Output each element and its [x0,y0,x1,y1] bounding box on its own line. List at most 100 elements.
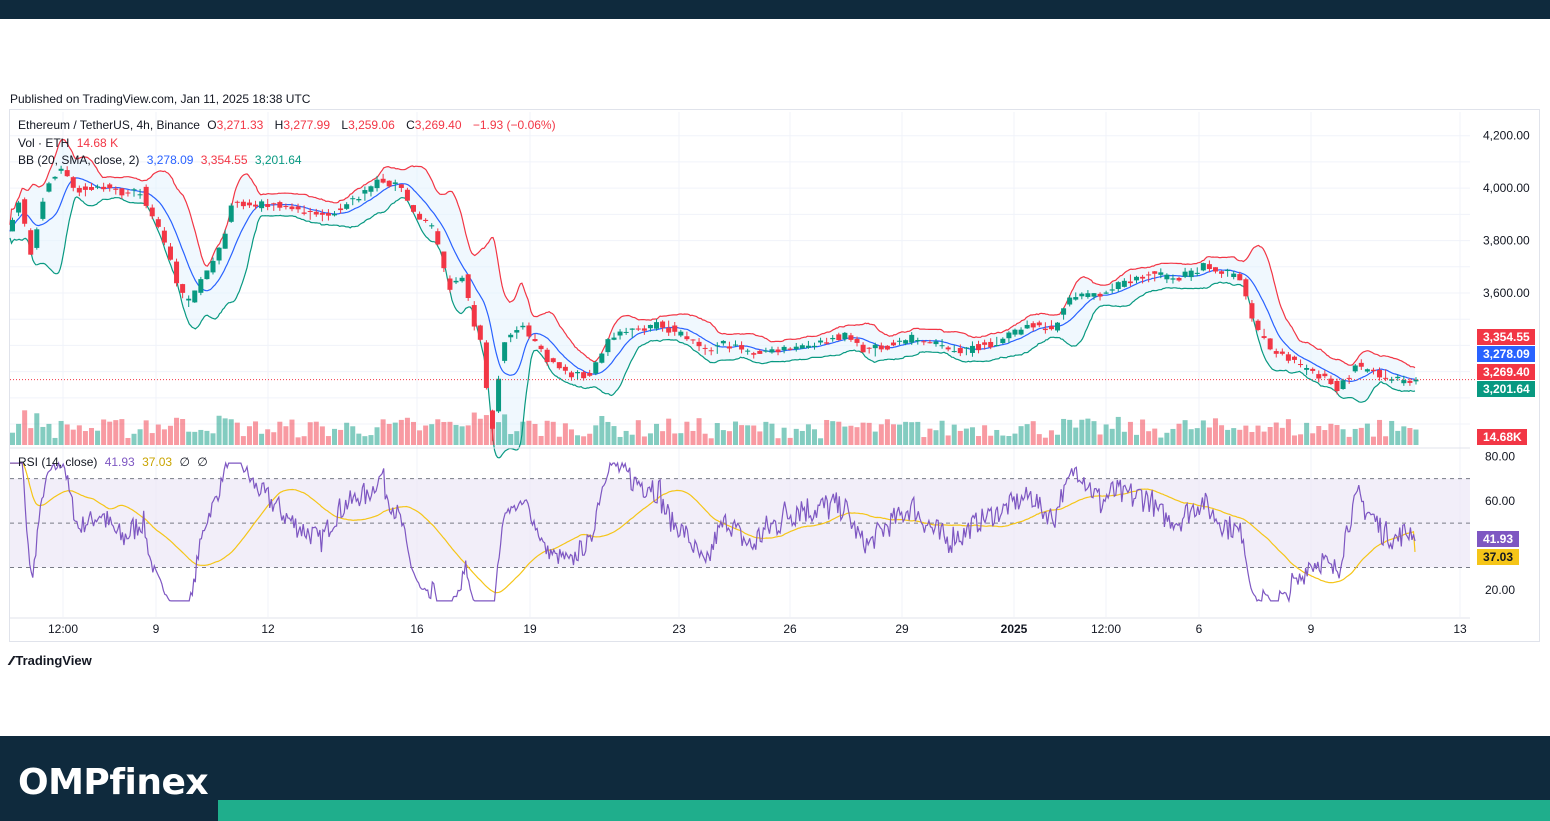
volume-bar [1237,429,1243,445]
volume-bar [830,421,836,445]
candle-body [16,202,22,213]
volume-bar [1291,435,1297,445]
volume-bar [1073,427,1079,445]
candle-body [666,327,672,333]
price-axis-label: 4,000.00 [1483,181,1530,195]
candle-body [1182,271,1188,277]
candle-body [781,346,787,351]
volume-bar [605,421,611,445]
symbol-label[interactable]: Ethereum / TetherUS, 4h, Binance [18,118,200,132]
volume-bar [319,426,325,445]
candle-body [599,353,605,363]
volume-bar [64,424,70,445]
candle-body [192,290,198,303]
volume-bar [1352,428,1358,445]
bb-lower-line [9,196,1416,459]
candle-body [787,348,793,350]
candle-body [927,342,933,344]
volume-bar [508,434,514,445]
candle-body [1401,380,1407,384]
candle-body [1395,376,1401,379]
bb-legend: BB (20, SMA, close, 2) 3,278.09 3,354.55… [18,153,306,167]
rsi-label[interactable]: RSI (14, close) [18,455,98,469]
volume-bar [404,417,410,445]
volume-bar [769,423,775,445]
volume-bar [88,427,94,445]
volume-bar [726,431,732,445]
volume-bar [587,433,593,445]
candle-body [775,349,781,353]
candle-body [46,183,52,192]
price-tag-label: 3,269.40 [1483,365,1530,379]
candle-body [550,358,556,363]
volume-bar [568,429,574,445]
candle-body [58,168,64,171]
volume-bar [423,425,429,445]
candle-body [1067,297,1073,305]
candle-body [1383,377,1389,379]
candle-body [1249,303,1255,319]
candle-body [313,211,319,215]
volume-label[interactable]: Vol · ETH [18,136,70,150]
candle-body [76,187,82,193]
bb-label[interactable]: BB (20, SMA, close, 2) [18,153,140,167]
tradingview-logo[interactable]: ⁄⁄ TradingView [10,653,92,668]
candle-body [368,186,374,192]
candle-body [40,201,46,219]
volume-bar [380,419,386,445]
candle-body [702,347,708,349]
candle-body [1042,328,1048,331]
candle-body [508,334,514,338]
volume-bar [1267,426,1273,445]
price-axis-label: 4,200.00 [1483,129,1530,143]
volume-bar [1103,424,1109,445]
volume-bar [799,430,805,445]
chart-frame [9,109,1540,642]
candle-body [265,204,271,207]
volume-bar [234,422,240,445]
high-label: H [274,118,284,132]
candle-body [532,339,538,342]
volume-value: 14.68 K [76,136,119,150]
volume-bar [842,426,848,445]
volume-bar [210,433,216,445]
candle-body [836,334,842,341]
rsi-ma-line [10,462,1416,594]
volume-bar [222,418,228,445]
rsi-axis-label: 80.00 [1485,449,1515,463]
volume-bar [538,435,544,445]
candle-body [1377,369,1383,378]
volume-bar [40,426,46,445]
candle-body [909,334,915,343]
candle-body [338,208,344,211]
rsi-tag-label: 41.93 [1483,532,1513,546]
volume-bar [216,415,222,445]
volume-bar [811,429,817,445]
volume-bar [836,421,842,445]
volume-bar [575,435,581,445]
candle-body [307,211,313,213]
volume-bar [1061,418,1067,445]
volume-bar [988,435,994,445]
candle-body [28,230,34,255]
volume-bar [872,431,878,445]
candle-body [1158,272,1164,275]
volume-bar [550,421,556,445]
volume-bar [890,424,896,445]
volume-bar [1212,418,1218,445]
candle-body [708,350,714,352]
candle-body [1127,281,1133,284]
candle-body [143,186,149,206]
volume-bar [1182,420,1188,445]
volume-bar [459,426,465,445]
candle-body [982,342,988,345]
candle-body [890,342,896,346]
candle-body [1352,365,1358,372]
bb-band-fill [10,139,1415,458]
candle-body [459,277,465,282]
volume-bar [1036,434,1042,445]
volume-bar [994,429,1000,445]
candle-body [119,188,125,196]
candle-body [228,205,234,222]
